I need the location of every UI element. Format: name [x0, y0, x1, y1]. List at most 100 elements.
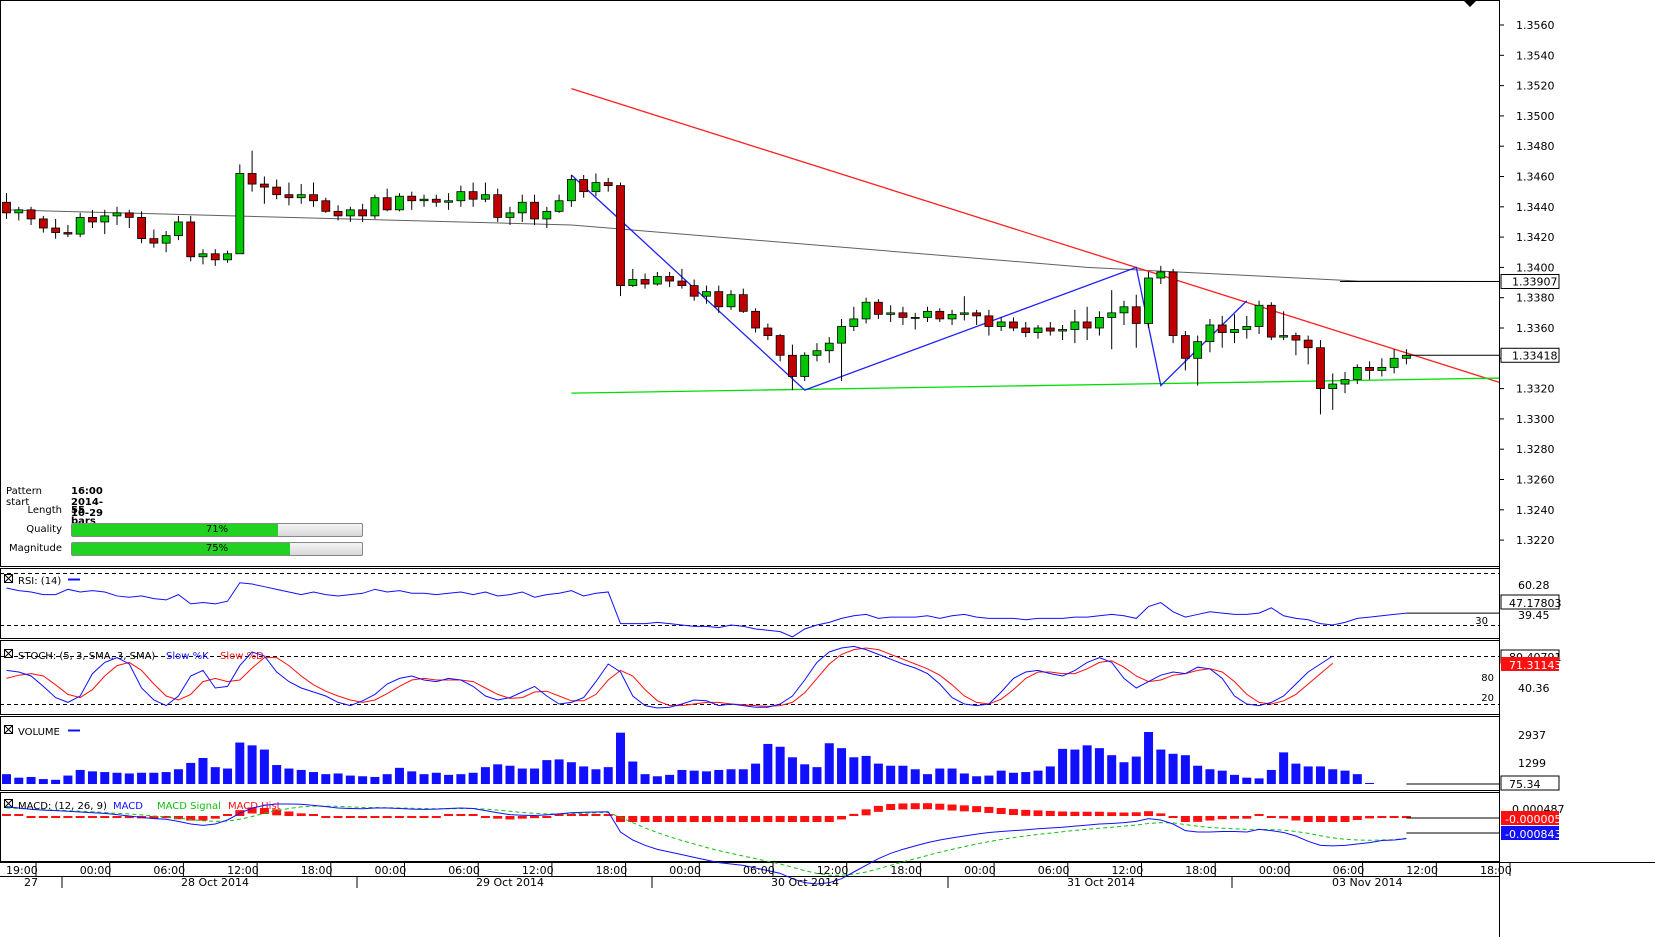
- macd-hist-bar: [1401, 816, 1411, 818]
- date-label: 03 Nov 2014: [1332, 876, 1402, 889]
- price-tick-label: 1.3280: [1516, 443, 1555, 456]
- volume-bar: [124, 773, 134, 784]
- macd-hist-bar: [1193, 816, 1203, 822]
- time-tick-label: 12:00: [227, 864, 259, 877]
- macd-hist-bar: [996, 808, 1006, 814]
- candle-body: [775, 335, 785, 356]
- magnitude-percent: 75%: [205, 543, 229, 554]
- candle-body: [886, 312, 896, 315]
- candle-body: [247, 173, 257, 185]
- macd-hist-bar: [640, 816, 650, 822]
- macd-hist-bar: [186, 816, 196, 821]
- candle-body: [1045, 327, 1055, 332]
- candle-body: [14, 209, 24, 214]
- macd-hist-bar: [210, 816, 220, 819]
- candle-body: [1279, 335, 1289, 338]
- candle-body: [1156, 271, 1166, 279]
- candle-body: [309, 194, 318, 202]
- volume-bar: [1230, 774, 1239, 784]
- macd-hist-bar: [161, 816, 171, 819]
- macd-hist-bar: [763, 816, 773, 822]
- volume-bar: [1156, 749, 1166, 784]
- quality-percent: 71%: [205, 524, 229, 535]
- volume-bar: [235, 742, 245, 784]
- volume-bar: [566, 762, 576, 784]
- macd-hist-bar: [456, 814, 466, 816]
- volume-bar: [1340, 770, 1350, 784]
- candle-body: [751, 310, 760, 329]
- time-tick-label: 00:00: [80, 864, 112, 877]
- macd-hist-bar: [1008, 809, 1018, 816]
- volume-bar: [849, 757, 859, 784]
- candle-body: [530, 201, 539, 220]
- price-tick-label: 1.3520: [1516, 80, 1555, 93]
- volume-bar: [1254, 778, 1264, 784]
- macd-hist-bar: [591, 814, 601, 816]
- time-tick-label: 18:00: [890, 864, 922, 877]
- macd-hist-bar: [1266, 816, 1276, 818]
- macd-hist-bar: [787, 816, 797, 822]
- stoch-k-name: Slow %K: [166, 651, 209, 662]
- macd-hist-bar: [701, 816, 711, 822]
- candle-body: [554, 200, 564, 212]
- volume-bar: [1008, 772, 1018, 784]
- candle-body: [566, 179, 576, 202]
- candle-body: [395, 195, 404, 211]
- volume-bar: [1242, 777, 1252, 784]
- candle-body: [100, 215, 110, 223]
- macd-hist-bar: [444, 814, 454, 816]
- macd-hist-bar: [1303, 816, 1313, 822]
- volume-bar: [14, 777, 24, 784]
- candle-body: [923, 310, 932, 318]
- candle-body: [935, 310, 945, 320]
- volume-bar: [677, 769, 687, 784]
- macd-hist-bar: [1328, 816, 1338, 822]
- volume-bar: [554, 759, 564, 784]
- rsi-title: RSI: (14): [18, 576, 61, 587]
- pattern-lines: [570, 88, 1500, 394]
- candle-body: [1009, 321, 1018, 329]
- volume-bar: [530, 768, 540, 784]
- candle-body: [1205, 324, 1215, 343]
- candle-body: [296, 194, 306, 199]
- volume-bar: [923, 774, 932, 784]
- macd-hist-bar: [321, 816, 331, 818]
- candle-body: [26, 209, 36, 220]
- volume-bar: [616, 732, 625, 784]
- candle-body: [63, 232, 73, 235]
- candle-body: [235, 173, 245, 255]
- volume-pane: VOLUME 2937 1299 75.34: [2, 725, 1560, 791]
- candle-body: [738, 294, 748, 312]
- volume-bar: [87, 771, 97, 784]
- date-label: 29 Oct 2014: [476, 876, 544, 889]
- candle-body: [149, 238, 159, 244]
- time-tick-label: 06:00: [1038, 864, 1070, 877]
- candle-body: [616, 185, 625, 286]
- stoch-level-80: 80: [1481, 673, 1494, 684]
- macd-hist-bar: [959, 805, 969, 812]
- macd-hist-bar: [345, 816, 355, 818]
- macd-hist-bar: [738, 816, 748, 822]
- volume-bar: [468, 772, 478, 784]
- macd-polyline: [6, 803, 1407, 885]
- volume-bar: [505, 765, 515, 784]
- volume-bar: [173, 769, 183, 784]
- macd-hist-bar: [849, 813, 859, 816]
- macd-hist-bar: [824, 816, 834, 822]
- candle-body: [1131, 306, 1141, 324]
- macd-hist-bar: [579, 814, 589, 816]
- candle-body: [137, 217, 146, 240]
- rsi-level-30: 30: [1475, 616, 1488, 627]
- macd-title: MACD: (12, 26, 9): [18, 801, 107, 812]
- macd-hist-bar: [38, 816, 48, 818]
- candle-body: [493, 194, 503, 218]
- scroll-marker-icon[interactable]: [1464, 1, 1476, 7]
- volume-bar: [1021, 772, 1031, 784]
- rsi-pane: RSI: (14) 30 60.28 39.45 47.17803: [0, 573, 1562, 638]
- time-tick-label: 18:00: [1480, 864, 1512, 877]
- volume-bar: [370, 776, 380, 784]
- volume-bar: [1217, 770, 1227, 784]
- volume-bar: [861, 755, 871, 784]
- candle-body: [517, 201, 527, 214]
- magnitude-bar: 75%: [71, 542, 363, 556]
